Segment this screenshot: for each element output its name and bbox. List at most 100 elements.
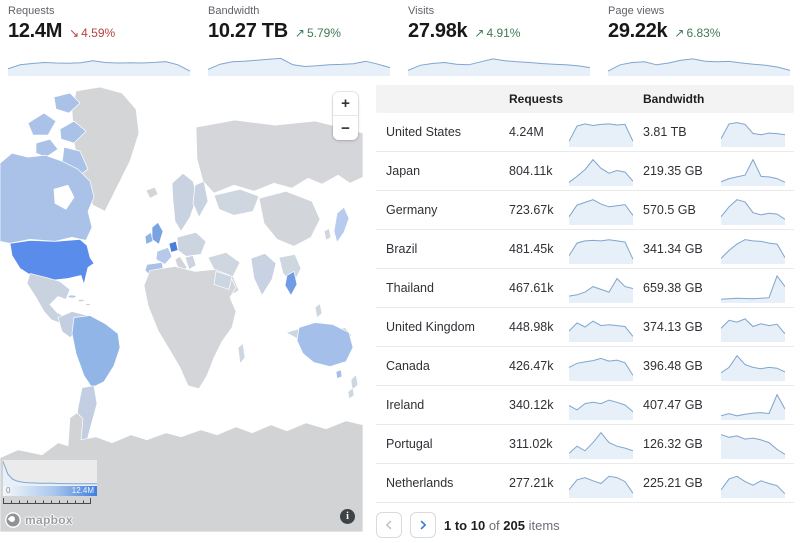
zoom-in-button[interactable]: + [333,92,358,116]
pageviews-sparkline [608,58,790,76]
stat-delta: ↗ 5.79% [294,26,341,40]
mapbox-logo-icon [5,512,21,528]
stat-label: Visits [408,5,435,17]
trend-up-icon: ↗ [674,26,685,40]
legend-max-label: 12.4M [71,486,94,495]
trend-up-icon: ↗ [294,26,305,40]
attribution-info-icon[interactable]: i [340,509,355,524]
stat-label: Page views [608,5,665,17]
country-label: Ireland [386,398,425,412]
table-row[interactable]: Brazil 481.45k 341.34 GB [376,230,794,269]
bandwidth-row-sparkline [721,158,785,186]
requests-row-sparkline [569,199,633,225]
table-row[interactable]: United States 4.24M 3.81 TB [376,113,794,152]
table-row[interactable]: Thailand 467.61k 659.38 GB [376,269,794,308]
table-row[interactable]: Germany 723.67k 570.5 GB [376,191,794,230]
world-map[interactable]: + − 0 12.4M mapbox i [0,85,363,532]
table-row[interactable]: Canada 426.47k 396.48 GB [376,347,794,386]
bandwidth-value: 341.34 GB [643,242,703,256]
table-header: Requests Bandwidth [376,85,794,113]
country-label: Japan [386,164,421,178]
visits-sparkline [408,58,590,76]
zoom-out-button[interactable]: − [333,116,358,140]
requests-row-sparkline [569,320,633,342]
country-label: Portugal [386,437,433,451]
requests-value: 804.11k [509,164,553,178]
bandwidth-value: 374.13 GB [643,320,703,334]
bandwidth-value: 407.47 GB [643,398,703,412]
bandwidth-value: 659.38 GB [643,281,703,295]
map-legend: 0 12.4M [3,460,97,505]
stat-card-requests: Requests 12.4M ↘ 4.59% [8,5,190,76]
country-label: Canada [386,359,430,373]
stat-delta: ↗ 6.83% [674,26,721,40]
country-label: Netherlands [386,476,454,490]
total-count: 205 [503,517,525,533]
previous-page-button[interactable] [376,512,402,538]
requests-row-sparkline [569,475,633,498]
country-label: Thailand [386,281,434,295]
bandwidth-row-sparkline [721,199,785,225]
country-label: Brazil [386,242,418,256]
table-row[interactable]: Japan 804.11k 219.35 GB [376,152,794,191]
chevron-left-icon [386,520,392,530]
bandwidth-value: 225.21 GB [643,476,703,490]
table-row[interactable]: United Kingdom 448.98k 374.13 GB [376,308,794,347]
requests-row-sparkline [569,399,633,420]
table-row[interactable]: Netherlands 277.21k 225.21 GB [376,464,794,503]
stat-delta: ↘ 4.59% [69,26,116,40]
pagination: 1 to 10 of 205 items [376,512,794,538]
next-page-button[interactable] [410,512,436,538]
trend-down-icon: ↘ [69,26,80,40]
requests-row-sparkline [569,431,633,459]
stat-value: 29.22k [608,20,668,42]
country-label: United Kingdom [386,320,475,334]
requests-value: 4.24M [509,125,544,139]
country-label: United States [386,125,462,139]
country-table: Requests Bandwidth United States 4.24M 3… [376,85,794,538]
trend-up-icon: ↗ [474,26,485,40]
stat-value: 12.4M [8,20,63,42]
bandwidth-column-header: Bandwidth [643,92,705,106]
requests-column-header: Requests [509,92,564,106]
legend-gradient-bar: 0 12.4M [3,486,97,496]
stats-row: Requests 12.4M ↘ 4.59% Bandwidth 10.27 T… [0,0,800,76]
stat-card-bandwidth: Bandwidth 10.27 TB ↗ 5.79% [208,5,390,76]
requests-row-sparkline [569,158,633,186]
page-range: 1 to 10 [444,517,486,533]
requests-row-sparkline [569,123,633,147]
legend-histogram [3,460,97,486]
bandwidth-row-sparkline [721,434,785,459]
mapbox-attribution[interactable]: mapbox [5,512,73,528]
pagination-summary: 1 to 10 of 205 items [444,517,560,533]
bandwidth-row-sparkline [721,475,785,498]
map-scale-ruler [3,498,91,504]
requests-value: 311.02k [509,437,553,451]
requests-row-sparkline [569,239,633,264]
chevron-right-icon [420,520,426,530]
requests-sparkline [8,60,190,76]
bandwidth-value: 219.35 GB [643,164,703,178]
stat-label: Bandwidth [208,5,260,17]
stat-label: Requests [8,5,55,17]
bandwidth-value: 3.81 TB [643,125,687,139]
country-label: Germany [386,203,438,217]
requests-value: 426.47k [509,359,554,373]
requests-value: 340.12k [509,398,554,412]
requests-value: 723.67k [509,203,554,217]
table-row[interactable]: Portugal 311.02k 126.32 GB [376,425,794,464]
requests-value: 277.21k [509,476,554,490]
requests-row-sparkline [569,357,633,381]
mapbox-wordmark: mapbox [25,513,73,527]
bandwidth-row-sparkline [721,274,785,303]
bandwidth-row-sparkline [721,122,785,147]
table-row[interactable]: Ireland 340.12k 407.47 GB [376,386,794,425]
bandwidth-row-sparkline [721,354,785,381]
requests-value: 467.61k [509,281,554,295]
map-zoom-control: + − [333,92,358,140]
requests-value: 481.45k [509,242,554,256]
bandwidth-value: 570.5 GB [643,203,696,217]
stat-delta: ↗ 4.91% [474,26,521,40]
bandwidth-value: 396.48 GB [643,359,703,373]
stat-value: 27.98k [408,20,468,42]
